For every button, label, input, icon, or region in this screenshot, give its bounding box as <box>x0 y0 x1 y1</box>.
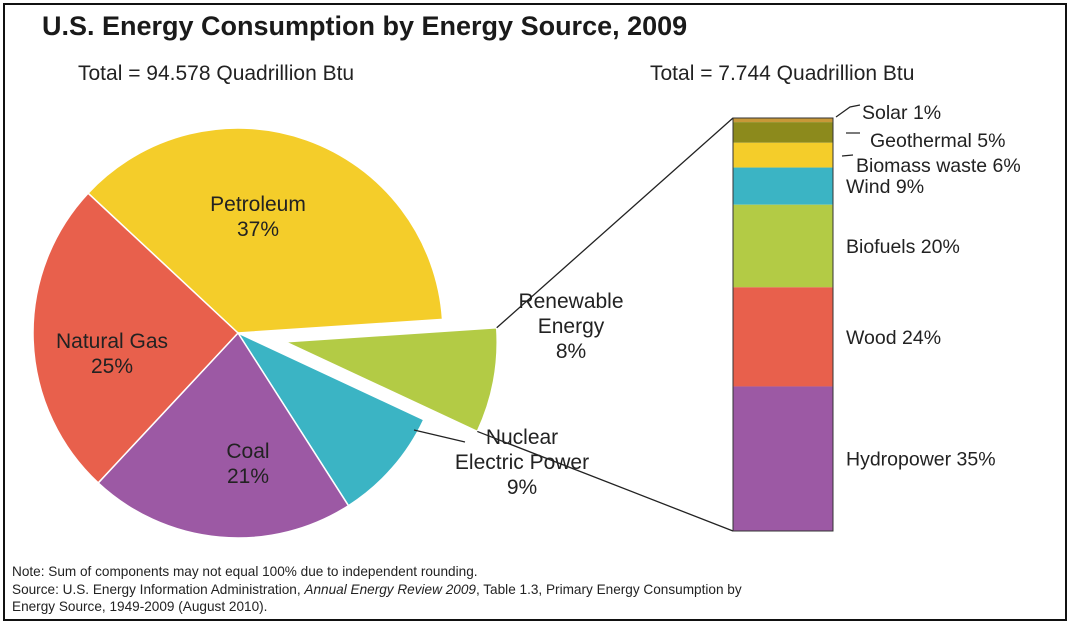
source-prefix: Source: U.S. Energy Information Administ… <box>12 581 301 597</box>
bar-outline <box>732 117 834 532</box>
chart-notes: Note: Sum of components may not equal 10… <box>12 563 1052 616</box>
bar-segment-hydropower <box>733 386 833 531</box>
bar-segment-solar <box>733 118 833 123</box>
pie-label-nuclear: Nuclear Electric Power 9% <box>455 426 589 499</box>
connector-line-top <box>496 117 734 329</box>
bar-label-solar: Solar 1% <box>862 102 941 124</box>
source-suffix: , Table 1.3, Primary Energy Consumption … <box>475 581 742 597</box>
pie-label-natural-gas: Natural Gas 25% <box>56 330 168 378</box>
bar-label-biofuels: Biofuels 20% <box>846 236 960 258</box>
source-title: Annual Energy Review 2009 <box>304 581 476 597</box>
pie-slice-natural-gas <box>32 192 240 484</box>
nuclear-leader-line <box>413 429 466 443</box>
note-text: Note: Sum of components may not equal 10… <box>12 564 478 579</box>
bar-segment-wind <box>733 167 833 205</box>
pie-slice-petroleum <box>87 127 444 334</box>
bar-segment-geothermal <box>733 122 833 143</box>
renewable-stacked-bar <box>732 117 834 532</box>
pie-label-renewable: Renewable Energy 8% <box>518 290 623 363</box>
bar-label-geothermal: Geothermal 5% <box>870 130 1005 152</box>
bar-label-wood: Wood 24% <box>846 327 941 349</box>
pie-slice-nuclear <box>235 331 425 507</box>
pie-slice-coal <box>97 331 350 539</box>
pie-slice-renewable <box>284 326 498 433</box>
connector-line-bottom <box>477 430 734 532</box>
stack-total-label: Total = 7.744 Quadrillion Btu <box>650 62 914 85</box>
bar-label-hydropower: Hydropower 35% <box>846 449 996 471</box>
chart-title: U.S. Energy Consumption by Energy Source… <box>42 11 687 41</box>
pie-label-petroleum: Petroleum 37% <box>210 193 306 241</box>
biomass-leader-line <box>841 154 854 157</box>
bar-segment-biofuels <box>733 204 833 288</box>
connector-lines <box>477 117 734 532</box>
pie-chart <box>32 127 498 539</box>
pie-label-coal: Coal 21% <box>226 440 269 488</box>
solar-leader-line <box>835 104 861 118</box>
source-line-2: Energy Source, 1949-2009 (August 2010). <box>12 599 268 614</box>
chart-labels: Petroleum 37% Renewable Energy 8% Nuclear Elec… <box>56 102 1021 499</box>
pie-total-label: Total = 94.578 Quadrillion Btu <box>78 62 354 85</box>
bar-label-wind: Wind 9% <box>846 176 924 198</box>
bar-label-biomass: Biomass waste 6% <box>856 155 1021 177</box>
bar-segment-biomass <box>733 142 833 168</box>
bar-segment-wood <box>733 287 833 387</box>
source-line-1: Source: U.S. Energy Information Administ… <box>12 581 1052 599</box>
